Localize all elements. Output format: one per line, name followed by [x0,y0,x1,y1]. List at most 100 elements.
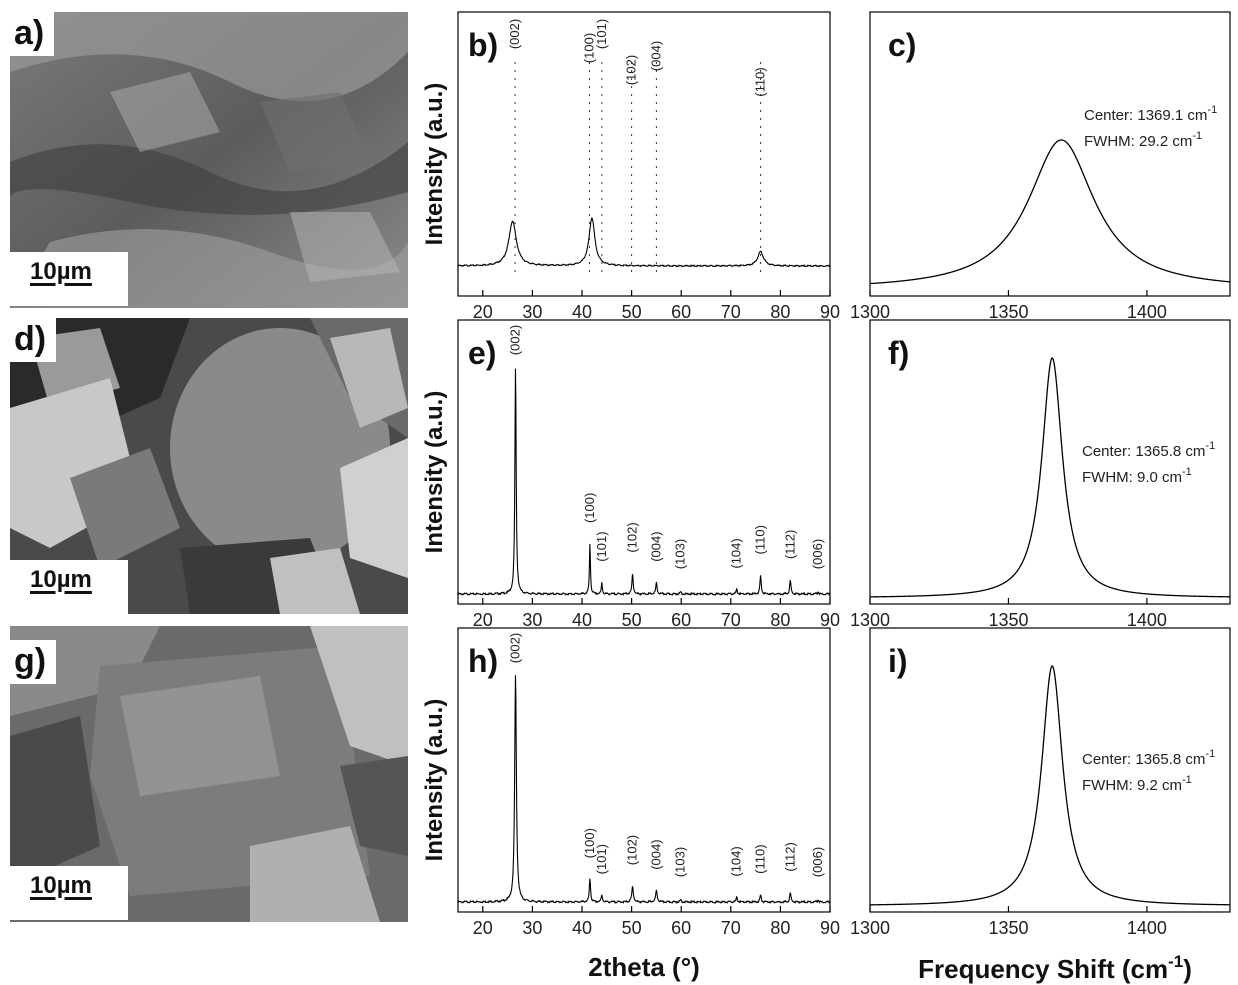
panel-letter-d: d) [10,318,57,362]
xrd-h-tick-label-2: 40 [572,918,592,938]
xrd-b-pattern-line [457,216,831,268]
scale-bar-g: 10µm [10,866,128,920]
scale-bar-a: 10µm [10,252,128,306]
xrd-b-peak-label-0: (002) [507,19,522,49]
xrd-b-tick-label-2: 40 [572,302,592,322]
xrd-e-peak-label-2: (101) [594,531,609,561]
raman-i-frame [869,627,1231,913]
xrd-e-tick-label-5: 70 [721,610,741,630]
raman-c-spectrum-line [869,139,1231,285]
xrd-e-peak-label-1: (100) [582,493,597,523]
xrd-h-peak-label-2: (101) [594,844,609,874]
raman-c-tick-label-2: 1400 [1127,302,1167,322]
xrd-h-peak-label-1: (100) [582,828,597,858]
xrd-h-tick-label-6: 80 [770,918,790,938]
scale-label-a: 10µm [30,258,92,285]
raman-xlabel-close: ) [1183,954,1192,984]
xrd-b-ylabel: Intensity (a.u.) [421,83,448,246]
xrd-e-peak-label-3: (102) [625,522,640,552]
xrd-e-peak-label-8: (112) [782,530,797,559]
sem-texture-g [10,626,408,922]
xrd-h-peak-label-0: (002) [508,633,523,663]
xrd-h-peak-label-5: (103) [673,847,688,877]
raman-c-annotation-1: FWHM: 29.2 cm-1 [1084,130,1202,150]
scale-label-g: 10µm [30,872,92,899]
raman-f-spectrum-line [870,357,1231,598]
sem-image-g [10,626,408,922]
raman-c-panel-letter: c) [888,27,916,63]
xrd-b-tick-label-3: 50 [622,302,642,322]
xrd-e-frame [457,319,831,605]
raman-i-tick-label-2: 1400 [1127,918,1167,938]
raman-f-frame [869,319,1231,605]
xrd-e-tick-label-7: 90 [820,610,840,630]
xrd-e-peak-label-6: (104) [729,538,744,568]
xrd-b-peak-label-5: (110) [753,67,768,96]
xrd-h-tick-label-5: 70 [721,918,741,938]
xrd-h-frame [457,627,831,913]
xrd-e-peak-label-4: (004) [648,531,663,561]
xrd-b-tick-label-6: 80 [770,302,790,322]
xrd-e-peak-label-7: (110) [753,525,768,554]
xrd-h-peak-label-9: (006) [810,847,825,877]
raman-f-annotation-sup-0: -1 [1205,440,1215,452]
xrd-h-tick-label-4: 60 [671,918,691,938]
xrd-h-peak-label-6: (104) [729,846,744,876]
sem-image-d [10,318,408,614]
xrd-e-peak-label-0: (002) [508,325,523,355]
xrd-e-peak-label-9: (006) [810,539,825,569]
xrd-e-tick-label-4: 60 [671,610,691,630]
raman-i-spectrum-line [870,665,1230,906]
xrd-b-peak-label-2: (101) [594,19,609,49]
raman-i-panel-letter: i) [888,643,908,679]
raman-f-tick-label-1: 1350 [988,610,1028,630]
xrd-e-tick-label-0: 20 [473,610,493,630]
xrd-e-peak-label-5: (103) [673,539,688,569]
xrd-b-peak-label-1: (100) [581,33,596,63]
xrd-b-frame [457,11,831,297]
raman-c-tick-label-0: 1300 [850,302,890,322]
xrd-h-tick-label-3: 50 [622,918,642,938]
sem-texture-a [10,12,408,308]
xrd-b-tick-label-1: 30 [522,302,542,322]
xrd-h-panel-letter: h) [468,643,498,679]
raman-i-annotation-sup-0: -1 [1205,748,1215,760]
xrd-e-panel-letter: e) [468,335,496,371]
xrd-h-tick-label-1: 30 [522,918,542,938]
raman-xlabel: Frequency Shift (cm-1) [918,952,1192,984]
xrd-h-ylabel: Intensity (a.u.) [421,699,448,862]
panel-letter-a: a) [10,12,55,56]
raman-f-annotation-sup-1: -1 [1182,466,1192,478]
raman-i-annotation-0: Center: 1365.8 cm-1 [1082,748,1215,768]
xrd-h-peak-label-3: (102) [625,835,640,865]
raman-c-annotation-sup-0: -1 [1207,104,1217,116]
raman-i-annotation-sup-1: -1 [1182,774,1192,786]
raman-f-annotation-1: FWHM: 9.0 cm-1 [1082,466,1192,486]
sem-texture-d [10,318,408,614]
xrd-h-tick-label-7: 90 [820,918,840,938]
scale-label-d: 10µm [30,566,92,593]
xrd-b-tick-label-0: 20 [473,302,493,322]
raman-c-annotation-0: Center: 1369.1 cm-1 [1084,104,1217,124]
xrd-b-tick-label-4: 60 [671,302,691,322]
raman-f-tick-label-2: 1400 [1127,610,1167,630]
panel-letter-g: g) [10,640,57,684]
raman-c-annotation-sup-1: -1 [1192,130,1202,142]
sem-image-a [10,12,408,308]
xrd-b-peak-label-4: (004) [648,41,663,71]
xrd-e-tick-label-1: 30 [522,610,542,630]
raman-c-tick-label-1: 1350 [988,302,1028,322]
xrd-e-ylabel: Intensity (a.u.) [421,391,448,554]
raman-f-panel-letter: f) [888,335,909,371]
xrd-e-pattern-line [457,368,831,596]
xrd-h-peak-label-7: (110) [753,844,768,873]
xrd-h-pattern-line [457,675,831,904]
xrd-b-tick-label-5: 70 [721,302,741,322]
raman-i-tick-label-0: 1300 [850,918,890,938]
xrd-h-peak-label-8: (112) [782,842,797,871]
raman-f-annotation-0: Center: 1365.8 cm-1 [1082,440,1215,460]
scale-bar-d: 10µm [10,560,128,614]
xrd-e-tick-label-6: 80 [770,610,790,630]
